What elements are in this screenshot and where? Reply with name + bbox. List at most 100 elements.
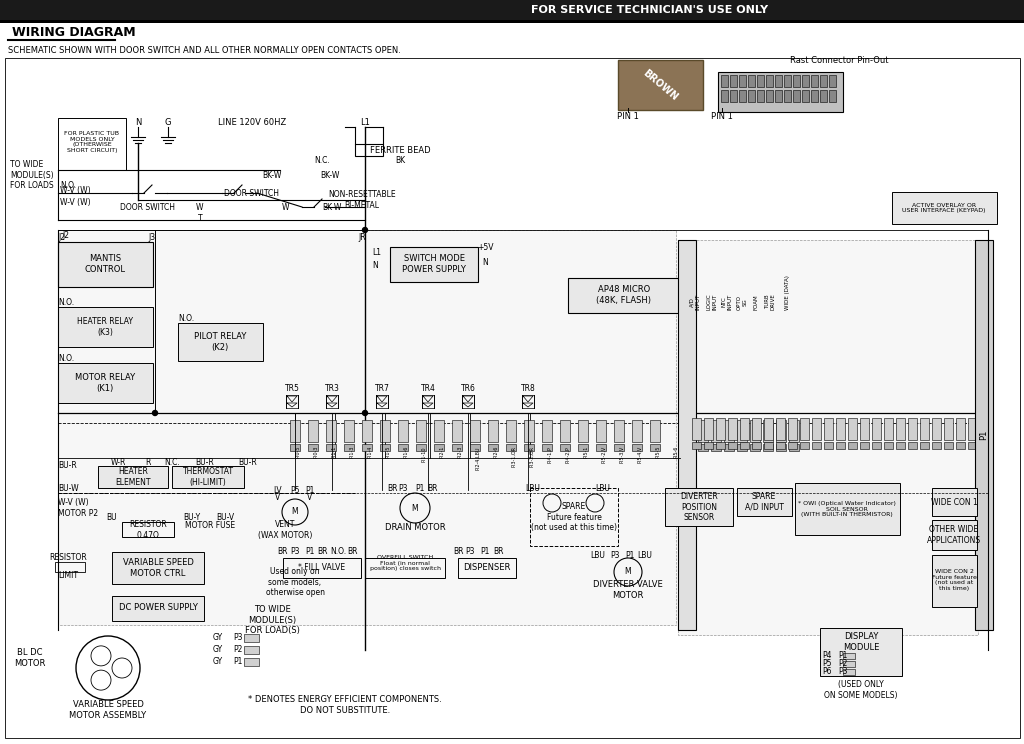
Bar — [390, 247, 478, 282]
Bar — [748, 75, 755, 87]
Bar — [848, 442, 857, 449]
Text: TR7: TR7 — [375, 383, 389, 393]
Bar — [698, 420, 708, 442]
Bar — [362, 420, 372, 442]
Bar — [811, 90, 818, 102]
Text: BROWN: BROWN — [641, 68, 679, 103]
Bar — [750, 444, 760, 451]
Bar — [678, 240, 696, 630]
Bar — [578, 444, 588, 451]
Bar — [836, 418, 845, 440]
Bar — [112, 596, 204, 621]
Bar — [790, 444, 799, 451]
Bar — [716, 442, 725, 449]
Bar — [763, 444, 773, 451]
Text: LBU: LBU — [525, 484, 541, 493]
Text: DISPENSER: DISPENSER — [463, 563, 511, 572]
Bar — [843, 661, 855, 667]
Bar — [705, 418, 713, 440]
Text: L1: L1 — [372, 248, 381, 257]
Bar — [665, 488, 733, 526]
Text: N.C.: N.C. — [314, 155, 330, 164]
Bar — [308, 420, 318, 442]
Text: DISPLAY
MODULE: DISPLAY MODULE — [843, 632, 880, 652]
Text: G: G — [165, 118, 171, 126]
Bar — [788, 418, 797, 440]
Text: SPARE
Future feature
(not used at this time): SPARE Future feature (not used at this t… — [531, 502, 617, 532]
Circle shape — [362, 411, 368, 415]
Text: THERMOSTAT
(HI-LIMIT): THERMOSTAT (HI-LIMIT) — [182, 467, 233, 487]
Text: Used only on
some models,
otherwise open: Used only on some models, otherwise open — [265, 567, 325, 597]
Text: M: M — [292, 507, 298, 516]
Text: BR: BR — [347, 548, 357, 557]
Bar — [802, 75, 809, 87]
Bar — [290, 444, 300, 451]
Bar — [763, 420, 773, 442]
Bar — [820, 628, 902, 676]
Text: A/D
INPUT: A/D INPUT — [689, 294, 700, 310]
Bar — [908, 442, 918, 449]
Text: * DENOTES ENERGY EFFICIENT COMPONENTS.
DO NOT SUBSTITUTE.: * DENOTES ENERGY EFFICIENT COMPONENTS. D… — [248, 696, 442, 715]
Text: BK-W: BK-W — [321, 170, 340, 179]
Bar — [764, 442, 773, 449]
Text: GY: GY — [213, 658, 223, 667]
Text: PI1-4: PI1-4 — [367, 446, 372, 458]
Text: BU-V: BU-V — [216, 513, 234, 522]
Bar — [458, 558, 516, 578]
Bar — [944, 442, 953, 449]
Text: MOTOR FUSE: MOTOR FUSE — [185, 522, 236, 530]
Bar — [968, 442, 977, 449]
Bar — [614, 444, 624, 451]
Text: PI0-5: PI0-5 — [295, 446, 300, 458]
Text: N.O.: N.O. — [58, 298, 74, 307]
Bar — [355, 144, 383, 156]
Bar — [764, 418, 773, 440]
Bar — [530, 488, 618, 546]
Text: WIDE CON 1: WIDE CON 1 — [931, 498, 977, 507]
Bar — [872, 442, 881, 449]
Text: W-V (W): W-V (W) — [60, 197, 91, 207]
Text: FERRITE BEAD: FERRITE BEAD — [370, 146, 430, 155]
Text: BU-R: BU-R — [239, 458, 257, 466]
Bar — [560, 444, 570, 451]
Bar — [968, 418, 977, 440]
Text: PIN 1: PIN 1 — [617, 112, 639, 121]
Bar — [944, 418, 953, 440]
Bar — [728, 418, 737, 440]
Bar — [685, 420, 695, 442]
Text: P1: P1 — [838, 652, 848, 661]
Bar — [58, 118, 126, 170]
Text: PI5-1: PI5-1 — [583, 446, 588, 458]
Bar — [452, 420, 462, 442]
Text: P3: P3 — [838, 667, 848, 676]
Text: VARIABLE SPEED
MOTOR ASSEMBLY: VARIABLE SPEED MOTOR ASSEMBLY — [70, 700, 146, 719]
Text: OVERFILL SWITCH
Float (in normal
position) closes switch: OVERFILL SWITCH Float (in normal positio… — [370, 555, 440, 571]
Bar — [848, 418, 857, 440]
Bar — [843, 669, 855, 675]
Bar — [614, 420, 624, 442]
Bar — [716, 418, 725, 440]
Bar — [892, 192, 997, 224]
Bar — [788, 442, 797, 449]
Text: P1: P1 — [305, 548, 314, 557]
Bar — [776, 444, 786, 451]
Bar — [711, 420, 721, 442]
Text: T: T — [198, 214, 203, 222]
Bar — [122, 522, 174, 537]
Text: P1: P1 — [233, 658, 243, 667]
Text: OTHER WIDE
APPLICATIONS: OTHER WIDE APPLICATIONS — [927, 525, 981, 545]
Bar — [790, 420, 799, 442]
Bar — [793, 75, 800, 87]
Text: PI1-1: PI1-1 — [331, 446, 336, 458]
Bar — [362, 444, 372, 451]
Bar — [820, 90, 827, 102]
Bar — [775, 75, 782, 87]
Text: MOTOR RELAY
(K1): MOTOR RELAY (K1) — [75, 373, 135, 393]
Text: V: V — [307, 493, 312, 501]
Text: N: N — [135, 118, 141, 126]
Text: VENT
(WAX MOTOR): VENT (WAX MOTOR) — [258, 520, 312, 539]
Bar — [872, 418, 881, 440]
Bar — [632, 420, 642, 442]
Bar — [740, 442, 749, 449]
Text: W-V (W)
MOTOR P2: W-V (W) MOTOR P2 — [58, 498, 98, 518]
